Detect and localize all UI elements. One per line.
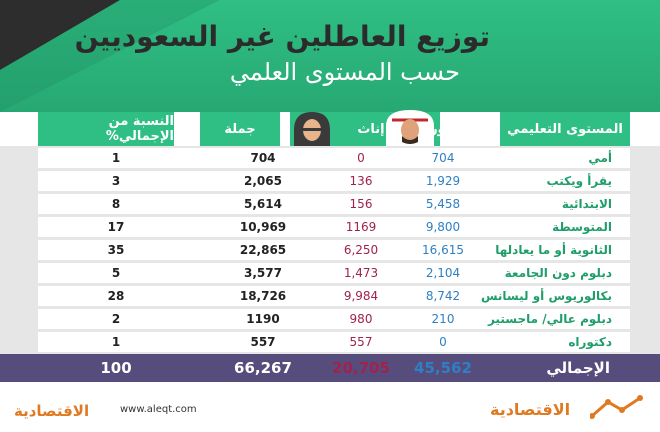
cell-females: 980 — [349, 312, 373, 326]
cell-females: 9,984 — [343, 289, 379, 303]
cell-females: 136 — [349, 174, 373, 188]
cell-total: 2,065 — [244, 174, 282, 188]
cell-percent: 3 — [111, 174, 121, 188]
cell-total: 1190 — [246, 312, 280, 326]
cell-total: 5,614 — [244, 197, 282, 211]
cell-total: 3,577 — [244, 266, 282, 280]
cell-percent: 17 — [107, 220, 125, 234]
cell-total: 557 — [250, 335, 276, 349]
cell-percent: 8 — [111, 197, 121, 211]
total-all: 66,267 — [234, 359, 292, 377]
cell-females: 156 — [349, 197, 373, 211]
footer — [0, 382, 660, 432]
cell-level: دبلوم عالي/ ماجستير — [487, 312, 612, 326]
cell-level: دبلوم دون الجامعة — [504, 266, 612, 280]
cell-percent: 5 — [111, 266, 121, 280]
cell-males: 210 — [431, 312, 455, 326]
col-head-level: المستوى التعليمي — [500, 112, 630, 146]
cell-percent: 35 — [107, 243, 125, 257]
col-head-females-label: إناث — [357, 121, 385, 137]
cell-males: 9,800 — [425, 220, 461, 234]
cell-level: أمي — [588, 151, 612, 165]
cell-males: 0 — [439, 335, 447, 349]
total-males: 45,562 — [414, 359, 472, 377]
cell-females: 0 — [357, 151, 365, 165]
total-label: الإجمالي — [546, 359, 610, 377]
table-row: 5 3,577 1,473 2,104 دبلوم دون الجامعة — [38, 263, 630, 283]
cell-total: 22,865 — [239, 243, 287, 257]
cell-females: 557 — [349, 335, 373, 349]
cell-total: 10,969 — [239, 220, 287, 234]
table-row: 28 18,726 9,984 8,742 بكالوريوس أو ليسان… — [38, 286, 630, 306]
cell-level: يقرأ ويكتب — [546, 174, 612, 188]
page-title: توزيع العاطلين غير السعوديين — [74, 20, 490, 53]
cell-percent: 2 — [111, 312, 121, 326]
cell-level: الابتدائية — [561, 197, 612, 211]
header-band — [0, 0, 660, 112]
cell-males: 2,104 — [425, 266, 461, 280]
cell-males: 1,929 — [425, 174, 461, 188]
trend-line-icon — [590, 395, 643, 419]
col-head-males-label: ذكور — [430, 121, 460, 137]
cell-males: 8,742 — [425, 289, 461, 303]
cell-females: 1,473 — [343, 266, 379, 280]
table-row: 17 10,969 1169 9,800 المتوسطة — [38, 217, 630, 237]
col-head-total: جملة — [200, 112, 280, 146]
page-subtitle: حسب المستوى العلمي — [229, 58, 460, 86]
male-icon — [386, 110, 434, 146]
table-row: 8 5,614 156 5,458 الابتدائية — [38, 194, 630, 214]
cell-level: بكالوريوس أو ليسانس — [480, 289, 612, 303]
female-icon — [294, 112, 330, 146]
cell-percent: 1 — [111, 151, 121, 165]
cell-level: المتوسطة — [552, 220, 612, 234]
cell-males: 704 — [431, 151, 455, 165]
cell-percent: 1 — [111, 335, 121, 349]
brand-logo-left: الاقتصادية — [14, 402, 90, 420]
cell-level: دكتوراه — [568, 335, 612, 349]
col-head-percent: النسبة من الإجمالي% — [38, 112, 174, 146]
site-url[interactable]: www.aleqt.com — [120, 404, 197, 415]
table-row: 1 557 557 0 دكتوراه — [38, 332, 630, 352]
table-row: 35 22,865 6,250 16,615 الثانوية أو ما يع… — [38, 240, 630, 260]
total-females: 20,705 — [332, 359, 390, 377]
cell-males: 5,458 — [425, 197, 461, 211]
table-row: 3 2,065 136 1,929 يقرأ ويكتب — [38, 171, 630, 191]
total-percent: 100 — [100, 359, 132, 377]
cell-level: الثانوية أو ما يعادلها — [495, 243, 612, 257]
gender-icons — [294, 110, 434, 146]
cell-total: 704 — [250, 151, 276, 165]
brand-logo-right: الاقتصادية — [490, 400, 571, 419]
table-row: 2 1190 980 210 دبلوم عالي/ ماجستير — [38, 309, 630, 329]
cell-percent: 28 — [107, 289, 125, 303]
totals-bar: 100 66,267 20,705 45,562 الإجمالي — [0, 354, 660, 382]
table-row: 1 704 0 704 أمي — [38, 148, 630, 168]
cell-males: 16,615 — [422, 243, 464, 257]
cell-total: 18,726 — [239, 289, 287, 303]
cell-females: 1169 — [345, 220, 377, 234]
cell-females: 6,250 — [343, 243, 379, 257]
